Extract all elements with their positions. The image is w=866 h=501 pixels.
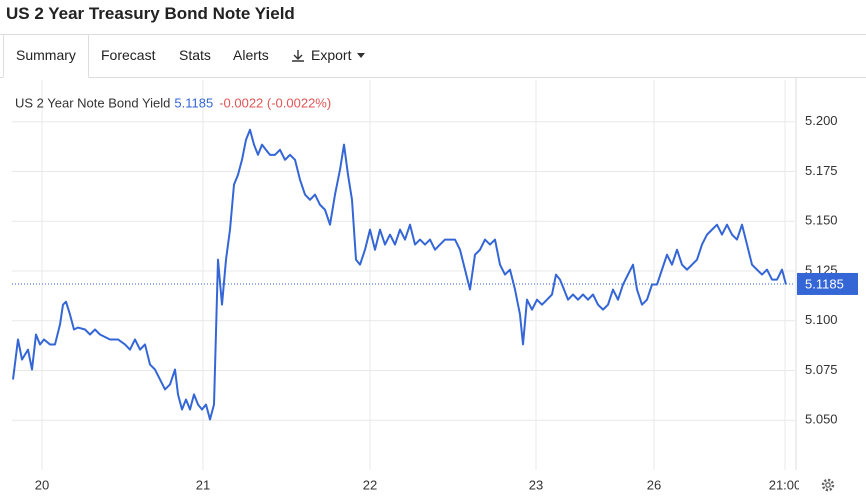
page-title: US 2 Year Treasury Bond Note Yield (6, 4, 295, 23)
tab[interactable]: Alerts (233, 47, 269, 63)
x-tick-label: 22 (363, 477, 377, 492)
x-tick-label: 21 (196, 477, 210, 492)
legend-value: 5.1185 (174, 95, 213, 110)
tab[interactable]: Export (311, 47, 352, 63)
x-tick-label: 26 (647, 477, 661, 492)
y-tick-label: 5.100 (805, 312, 838, 327)
x-tick-label: 21:00 (769, 477, 802, 492)
y-tick-label: 5.075 (805, 362, 838, 377)
caret (357, 53, 365, 58)
settings-icon[interactable] (821, 478, 835, 492)
y-tick-label: 5.125 (805, 262, 838, 277)
last-value-label: 5.1185 (805, 276, 844, 291)
legend-change: -0.0022 (-0.0022%) (219, 95, 331, 110)
legend-name: US 2 Year Note Bond Yield (15, 95, 170, 110)
last-value-box (797, 272, 858, 295)
y-tick-label: 5.175 (805, 163, 838, 178)
tab[interactable]: Summary (16, 47, 76, 63)
tab[interactable]: Forecast (101, 47, 156, 63)
x-tick-label: 20 (35, 477, 49, 492)
x-tick-label: 23 (529, 477, 543, 492)
tab-bar: Summary Forecast Stats Alerts Export (0, 34, 866, 78)
series-line (12, 128, 787, 421)
y-tick-label: 5.150 (805, 213, 838, 228)
y-tick-label: 5.200 (805, 113, 838, 128)
active-tab-frame (3, 34, 89, 78)
tab[interactable]: Stats (179, 47, 211, 63)
y-tick-label: 5.050 (805, 412, 838, 427)
download-icon (292, 50, 304, 62)
